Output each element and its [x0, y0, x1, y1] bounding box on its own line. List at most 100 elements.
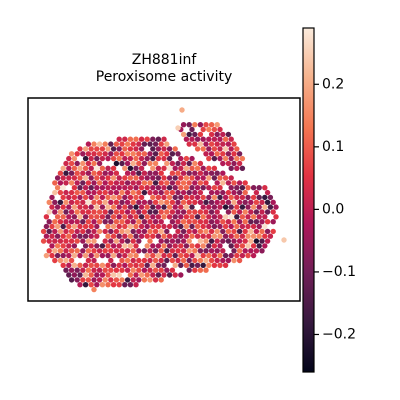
tissue-spot	[164, 267, 170, 273]
tissue-spot	[141, 160, 148, 167]
tissue-spot	[141, 189, 148, 196]
tissue-spot	[158, 277, 164, 283]
tissue-spot	[189, 214, 195, 220]
tissue-spot	[71, 272, 78, 278]
tissue-spot	[214, 180, 220, 186]
tissue-spot	[203, 151, 209, 157]
tissue-spot	[239, 155, 246, 162]
tissue-spot	[256, 233, 262, 239]
tissue-spot	[175, 248, 181, 254]
tissue-spot	[175, 238, 181, 244]
tissue-spot	[99, 262, 106, 268]
tissue-spot	[222, 175, 229, 181]
tissue-spot	[206, 165, 212, 171]
tissue-spot	[52, 219, 58, 225]
tissue-spot	[164, 228, 170, 235]
tissue-spot	[122, 282, 128, 288]
tissue-spot	[108, 151, 114, 157]
tissue-spot	[144, 252, 150, 259]
tissue-spot	[119, 257, 125, 264]
tissue-spot	[130, 267, 136, 273]
tissue-spot	[267, 194, 274, 201]
tissue-spot	[136, 238, 142, 244]
tissue-spot	[172, 233, 178, 239]
tissue-spot	[136, 248, 142, 254]
tissue-spot	[225, 160, 232, 167]
tissue-spot	[166, 146, 173, 152]
tissue-spot	[116, 262, 122, 268]
tissue-spot	[54, 233, 61, 239]
tissue-spot	[270, 209, 276, 215]
tissue-spot	[228, 175, 234, 181]
tissue-spot	[96, 219, 103, 225]
tissue-spot	[68, 180, 75, 186]
tissue-spot	[119, 277, 125, 283]
tissue-spot	[228, 252, 234, 259]
tissue-spot	[203, 267, 209, 273]
tissue-spot	[200, 214, 206, 220]
tissue-spot	[105, 223, 111, 230]
tissue-spot	[239, 165, 246, 171]
tissue-spot	[82, 272, 89, 278]
tissue-spot	[172, 165, 178, 171]
tissue-spot	[94, 175, 100, 181]
tissue-spot	[208, 219, 215, 225]
tissue-spot	[80, 199, 86, 205]
tissue-spot	[158, 189, 164, 196]
tissue-spot	[127, 146, 134, 152]
tissue-spot	[85, 228, 92, 235]
tissue-spot	[60, 194, 66, 201]
tissue-spot	[96, 189, 103, 196]
tissue-spot	[225, 151, 232, 157]
tissue-spot	[105, 262, 111, 268]
tissue-spot	[116, 146, 122, 152]
tissue-spot	[180, 189, 187, 196]
tissue-spot	[119, 141, 125, 147]
tissue-spot	[231, 248, 237, 254]
tissue-spot	[74, 238, 80, 244]
tissue-spot	[242, 199, 248, 205]
tissue-spot	[99, 165, 106, 171]
tissue-spot	[102, 209, 108, 215]
tissue-spot	[133, 282, 139, 288]
tissue-spot	[214, 199, 220, 205]
tissue-spot	[180, 122, 187, 128]
tissue-spot	[203, 209, 209, 215]
tissue-spot	[141, 228, 148, 235]
tissue-spot	[105, 155, 111, 162]
tissue-spot	[60, 175, 66, 181]
tissue-spot	[147, 219, 153, 225]
tissue-spot	[80, 170, 86, 176]
tissue-spot	[122, 243, 128, 249]
tissue-spot	[222, 214, 229, 220]
tissue-spot	[211, 214, 218, 220]
tissue-spot	[203, 248, 209, 254]
tissue-spot	[194, 185, 201, 191]
tissue-spot	[220, 170, 226, 176]
tissue-spot	[68, 228, 75, 235]
tissue-spot	[124, 160, 131, 167]
tissue-spot	[178, 204, 184, 210]
tissue-spot	[57, 257, 64, 264]
tissue-spot	[155, 194, 162, 201]
tissue-spot	[85, 160, 92, 167]
tissue-spot	[164, 199, 170, 205]
tissue-spot	[155, 175, 162, 181]
tissue-spot	[40, 238, 47, 244]
tissue-spot	[94, 194, 100, 201]
tissue-spot	[186, 228, 192, 235]
tissue-spot	[85, 267, 92, 273]
tissue-spot	[217, 204, 223, 210]
tissue-spot	[99, 194, 106, 201]
tissue-spot	[158, 257, 164, 264]
tissue-spot	[270, 219, 276, 225]
tissue-spot	[172, 272, 178, 278]
tissue-spot	[178, 272, 184, 278]
tissue-spot	[136, 209, 142, 215]
tissue-spot	[158, 151, 164, 157]
tissue-spot	[119, 209, 125, 215]
tissue-spot	[200, 252, 206, 259]
tissue-spot	[183, 194, 190, 201]
tissue-spot	[250, 204, 257, 210]
tissue-spot	[105, 243, 111, 249]
